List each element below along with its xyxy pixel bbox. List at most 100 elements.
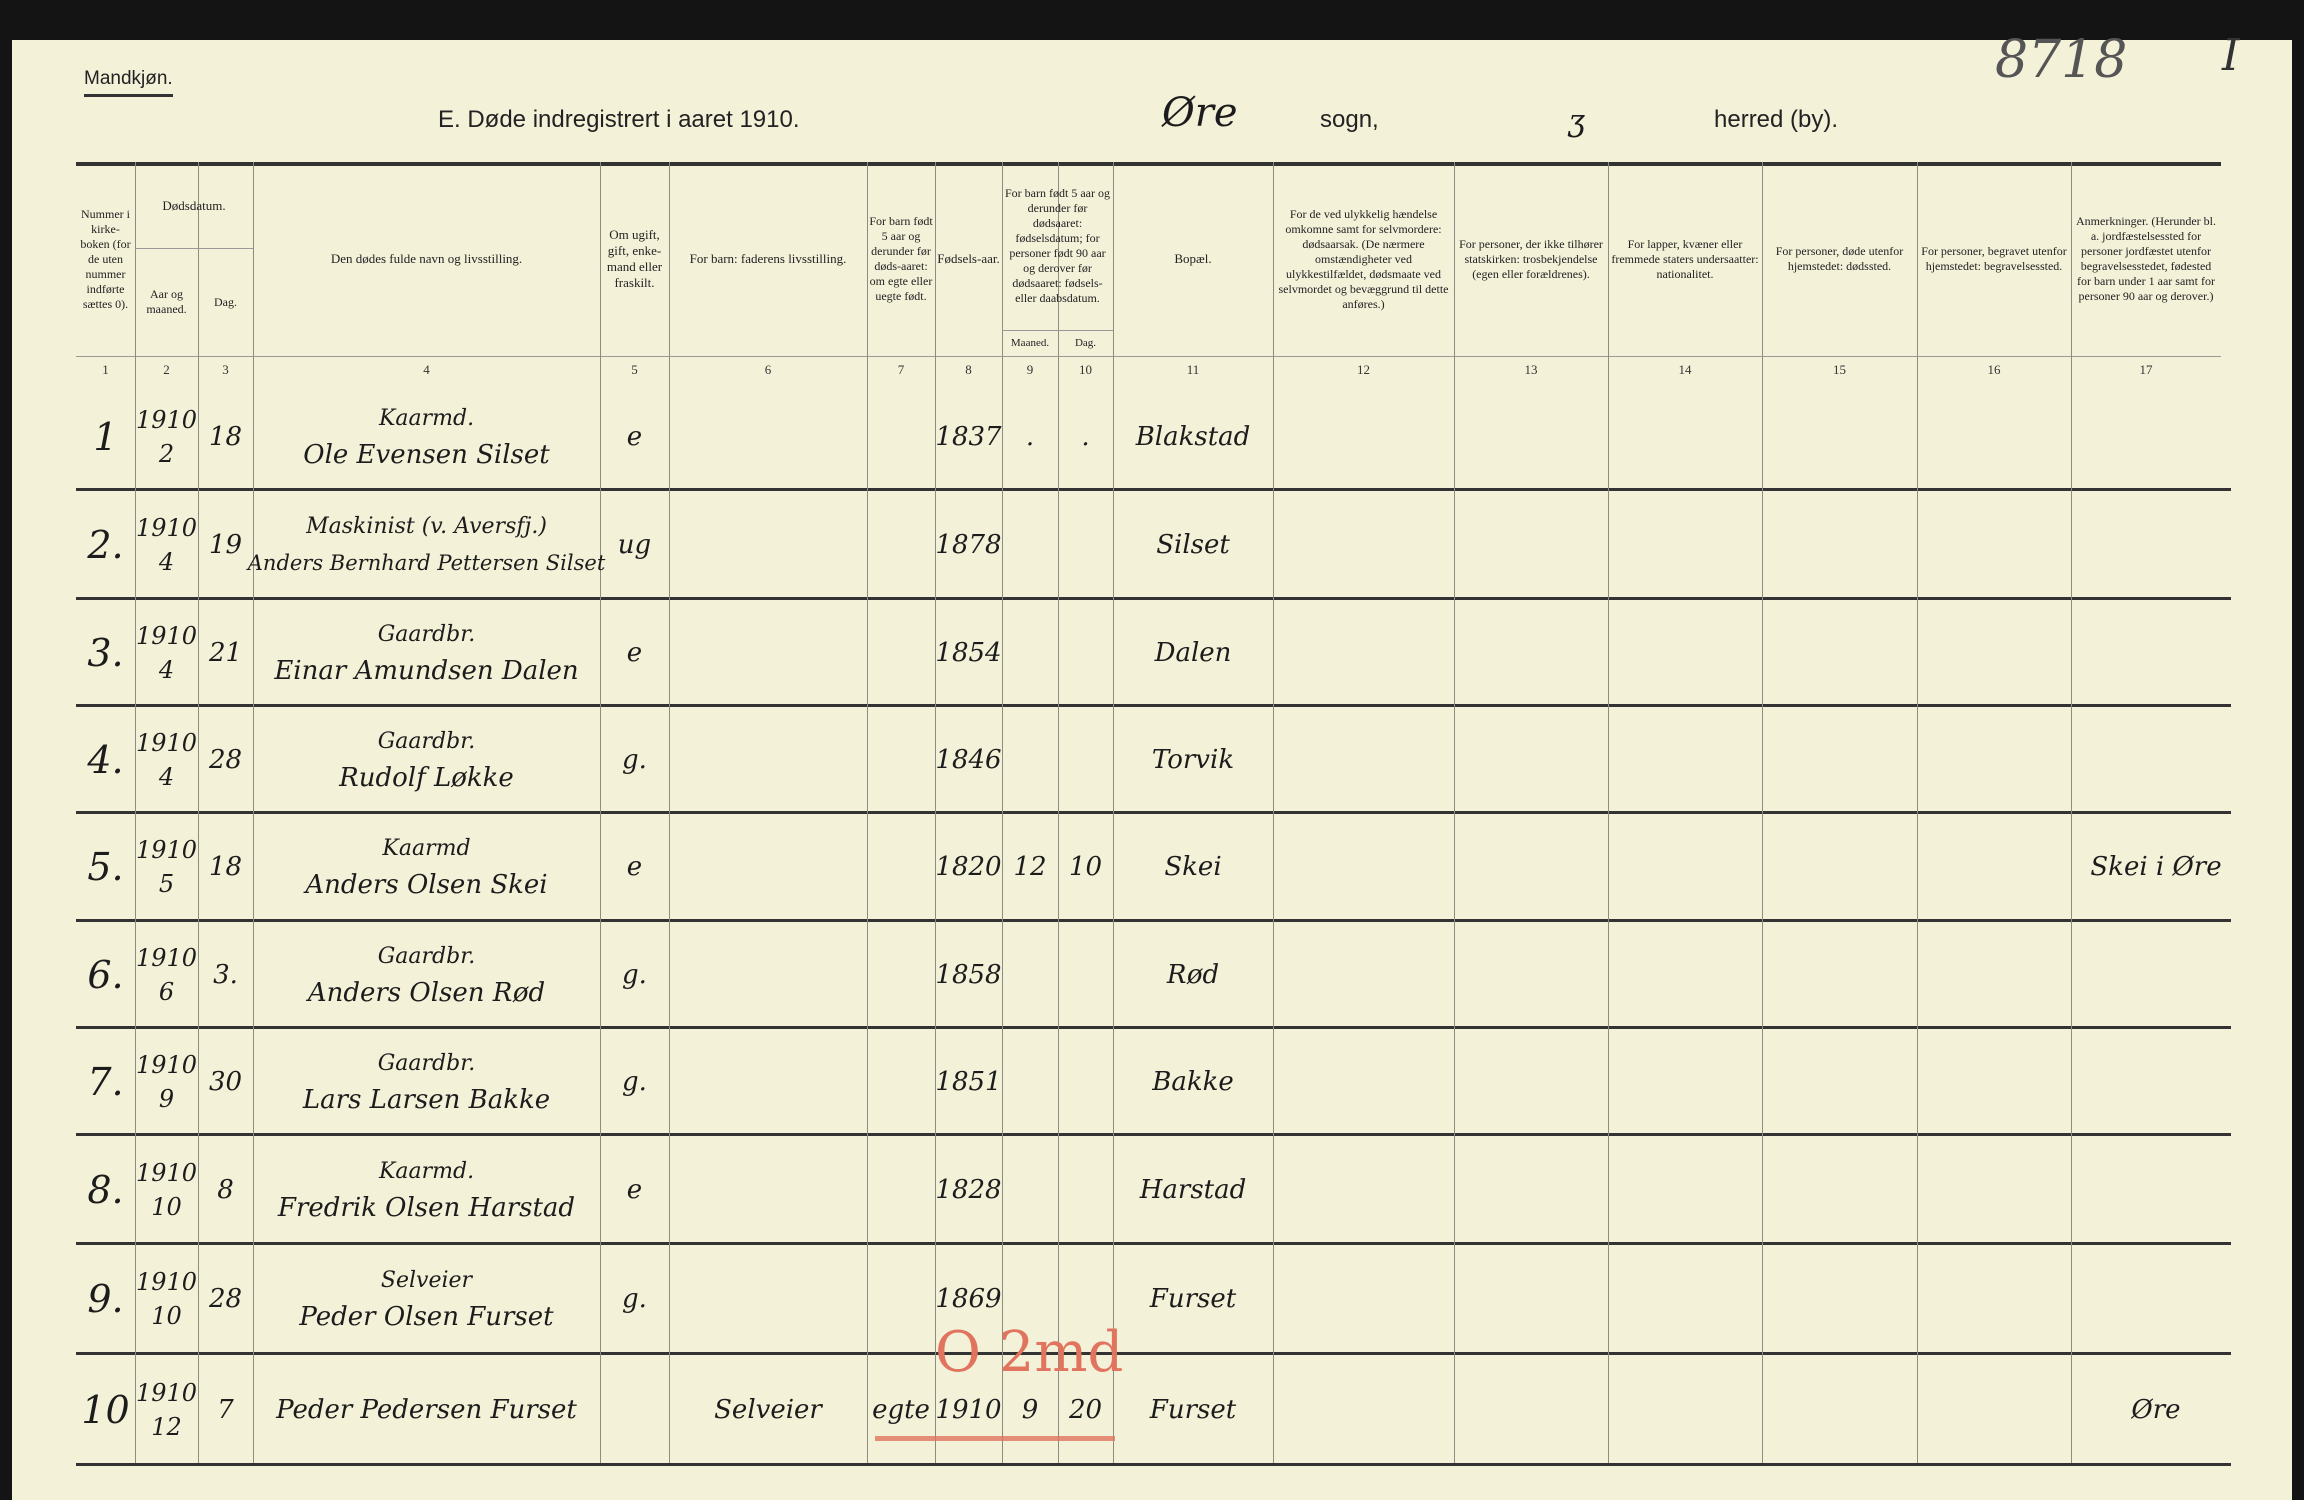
column-divider: [253, 162, 254, 1463]
cell-day: 28: [208, 744, 243, 775]
death-year-month: 1910 4: [135, 601, 198, 704]
column-number: 6: [764, 362, 772, 377]
deceased-name: Anders Olsen Skei: [305, 870, 548, 900]
occupation: Kaarmd: [382, 836, 471, 861]
death-year: 1910: [135, 1378, 198, 1407]
cell-b-day: 10: [1068, 852, 1103, 882]
deceased-name-occupation: Gaardbr. Lars Larsen Bakke: [253, 1030, 600, 1133]
deceased-name: Fredrik Olsen Harstad: [277, 1192, 576, 1223]
cell-birth-year: 1869: [935, 1284, 1002, 1314]
cell-father: [669, 923, 867, 1026]
cell-day: 18: [208, 422, 243, 452]
cell-legit: [867, 1030, 935, 1133]
death-year: 1910: [135, 836, 198, 864]
deceased-name-occupation: Kaarmd. Fredrik Olsen Harstad: [253, 1137, 600, 1242]
cell-b-day: [1058, 1030, 1113, 1133]
cell-father: [669, 386, 867, 488]
cell-b-month: [1002, 1030, 1058, 1133]
cell-day: 8: [217, 1174, 234, 1205]
death-year-month: 1910 10: [135, 1246, 198, 1352]
cell-residence: Silset: [1156, 529, 1230, 560]
column-number: 2: [163, 362, 170, 377]
occupation: Maskinist (v. Aversfj.): [306, 513, 547, 539]
deceased-name: Peder Pedersen Furset: [276, 1394, 577, 1425]
cell-status: e: [626, 637, 643, 668]
column-divider: [135, 162, 136, 1463]
district-label: herred (by).: [1714, 106, 1839, 133]
col-header-6: For barn: faderens livsstilling.: [689, 251, 847, 266]
col-header-1: Nummer i kirke-boken (for de uten nummer…: [80, 206, 131, 311]
deceased-name-occupation: Peder Pedersen Furset: [253, 1356, 600, 1463]
occupation: Kaarmd.: [378, 406, 475, 431]
occupation: Gaardbr.: [377, 621, 476, 647]
column-divider: [867, 162, 868, 1463]
cell-father: [669, 1137, 867, 1242]
deceased-name: Peder Olsen Furset: [299, 1302, 554, 1332]
cell-b-month: [1002, 1137, 1058, 1242]
cell-b-day: [1058, 492, 1113, 597]
occupation: Selveier: [380, 1268, 473, 1293]
cell-day: 19: [208, 529, 243, 560]
cell-nr: 5.: [87, 845, 124, 889]
cell-remarks: Øre: [2131, 1394, 2181, 1425]
column-divider: [1917, 162, 1918, 1463]
column-divider: [935, 162, 936, 1463]
cell-remarks: [2071, 708, 2241, 811]
row-divider: [76, 811, 2231, 814]
col-header-11: Bopæl.: [1174, 251, 1212, 266]
col-header-12: For de ved ulykkelig hændelse omkomne sa…: [1278, 206, 1449, 311]
death-year-month: 1910 4: [135, 492, 198, 597]
column-divider: [2071, 162, 2072, 1463]
col-header-17: Anmerkninger. (Herunder bl. a. jordfæste…: [2076, 214, 2216, 303]
cell-birth-year: 1828: [935, 1174, 1002, 1205]
cell-legit: [867, 815, 935, 919]
cell-remarks: [2071, 1030, 2241, 1133]
col-header-10: Dag.: [1074, 337, 1097, 349]
column-number: 3: [222, 362, 229, 377]
cell-residence: Blakstad: [1135, 422, 1251, 452]
col-header-8: Fødsels-aar.: [937, 251, 1000, 266]
cell-day: 3.: [213, 959, 238, 990]
column-divider: [1002, 162, 1003, 1463]
col-header-16: For personer, begravet utenfor hjemstede…: [1921, 244, 2067, 273]
column-number: 7: [897, 362, 905, 377]
death-month: 10: [151, 1302, 182, 1330]
cell-remarks: [2071, 923, 2241, 1026]
cell-b-day: [1058, 601, 1113, 704]
cell-status: g.: [622, 744, 647, 775]
cell-residence: Furset: [1149, 1284, 1237, 1314]
cell-legit: [867, 1137, 935, 1242]
cell-residence: Dalen: [1154, 637, 1232, 668]
death-month: 9: [158, 1084, 175, 1113]
cell-day: 28: [208, 1284, 243, 1314]
death-month: 6: [158, 977, 175, 1006]
cell-birth-year: 1846: [935, 744, 1002, 775]
cell-legit: [867, 923, 935, 1026]
occupation: Gaardbr.: [377, 1050, 476, 1076]
col-header-7: For barn født 5 aar og derunder før døds…: [869, 214, 933, 303]
death-year-month: 1910 9: [135, 1030, 198, 1133]
header-bottom-rule: [76, 356, 2221, 357]
parish-label: sogn,: [1320, 106, 1379, 133]
cell-status: e: [626, 852, 643, 882]
cell-b-month: 9: [1021, 1394, 1039, 1425]
col-header-4: Den dødes fulde navn og livsstilling.: [330, 251, 523, 266]
column-divider: [198, 162, 199, 1463]
cell-father: [669, 601, 867, 704]
deceased-name-occupation: Selveier Peder Olsen Furset: [253, 1246, 600, 1352]
death-year-month: 1910 4: [135, 708, 198, 811]
cell-remarks: [2071, 1246, 2241, 1352]
cell-day: 7: [217, 1394, 234, 1425]
cell-nr: 8.: [87, 1167, 124, 1212]
column-number: 4: [423, 362, 430, 377]
occupation: Gaardbr.: [377, 728, 476, 754]
column-number: 16: [1987, 362, 2001, 377]
cell-legit: [867, 601, 935, 704]
col-header-14: For lapper, kvæner eller fremmede stater…: [1611, 236, 1759, 281]
cell-father: [669, 492, 867, 597]
cell-legit: [867, 492, 935, 597]
column-divider: [600, 162, 601, 1463]
death-month: 4: [158, 762, 175, 791]
death-month: 5: [158, 870, 175, 898]
cell-birth-year: 1910: [935, 1394, 1002, 1425]
